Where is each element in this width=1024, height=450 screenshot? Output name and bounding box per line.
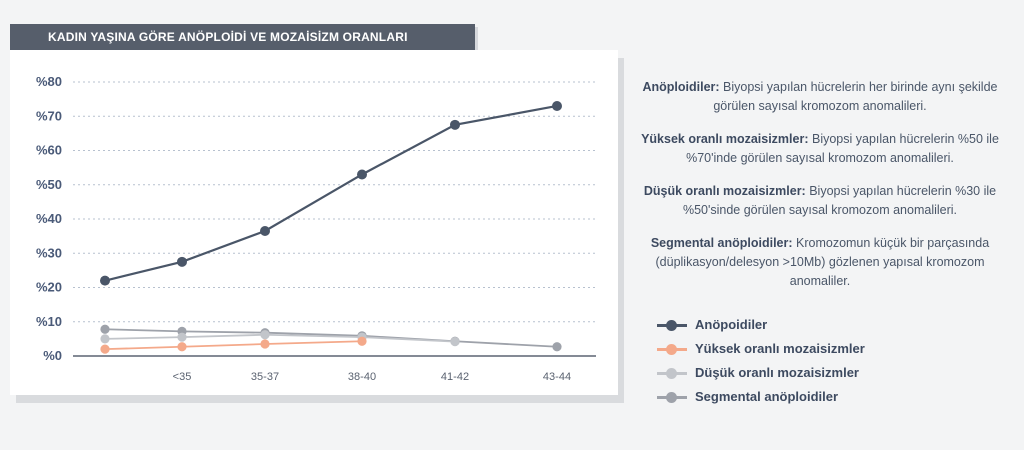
x-tick-label: 38-40 xyxy=(348,371,376,383)
data-point xyxy=(100,324,110,334)
chart-card xyxy=(10,50,618,395)
description-item: Segmental anöploidiler: Kromozomun küçük… xyxy=(626,234,1014,291)
title-bar: KADIN YAŞINA GÖRE ANÖPLOİDİ VE MOZAİSİZM… xyxy=(10,24,475,50)
series-line xyxy=(104,104,558,282)
legend-marker xyxy=(666,344,677,355)
line-chart: %0 %10 %20 %30 %40 %50 %60 %70 %80 <35 35-37 38-40 4… xyxy=(36,74,596,383)
data-point xyxy=(260,339,270,349)
description-text: Biyopsi yapılan hücrelerin her birinde a… xyxy=(713,80,998,113)
description-item: Düşük oranlı mozaisizmler: Biyopsi yapıl… xyxy=(626,182,1014,220)
legend-label: Anöpoidiler xyxy=(695,317,768,332)
data-point xyxy=(100,275,110,286)
description-item: Anöploidiler: Biyopsi yapılan hücrelerin… xyxy=(626,78,1014,116)
legend-item-dusuk-mozaisizm: Düşük oranlı mozaisizmler xyxy=(655,362,915,386)
y-tick-label: %10 xyxy=(36,314,62,329)
data-point xyxy=(100,334,110,344)
legend-marker xyxy=(666,392,677,403)
legend-item-yuksek-mozaisizm: Yüksek oranlı mozaisizmler xyxy=(655,338,915,362)
y-tick-label: %40 xyxy=(36,211,62,226)
series-line xyxy=(104,328,558,348)
description-term: Düşük oranlı mozaisizmler: xyxy=(643,184,806,198)
data-point xyxy=(450,337,460,347)
y-tick-label: %70 xyxy=(36,108,62,123)
data-point xyxy=(260,225,270,236)
legend-marker xyxy=(666,368,677,379)
description-text: Biyopsi yapılan hücrelerin %50 ile %70'i… xyxy=(686,132,999,165)
description-term: Yüksek oranlı mozaisizmler: xyxy=(641,132,809,146)
description-term: Anöploidiler: xyxy=(642,80,720,94)
data-point xyxy=(552,342,562,352)
y-tick-label: %80 xyxy=(36,74,62,89)
description-term: Segmental anöploidiler: xyxy=(650,236,793,250)
description-text: Kromozomun küçük bir parçasında (düplika… xyxy=(655,236,990,288)
x-tick-label: <35 xyxy=(173,371,192,383)
data-point xyxy=(357,169,367,180)
data-point xyxy=(177,256,187,267)
data-point xyxy=(177,342,187,352)
x-tick-label: 43-44 xyxy=(543,371,571,383)
data-point xyxy=(552,100,562,111)
x-tick-label: 35-37 xyxy=(251,371,279,383)
data-point xyxy=(357,336,367,346)
y-tick-label: %60 xyxy=(36,143,62,158)
y-tick-label: %20 xyxy=(36,280,62,295)
series-line xyxy=(104,340,363,351)
data-point xyxy=(100,344,110,354)
data-point xyxy=(177,332,187,342)
description-item: Yüksek oranlı mozaisizmler: Biyopsi yapı… xyxy=(626,130,1014,168)
description-text: Biyopsi yapılan hücrelerin %30 ile %50's… xyxy=(682,184,997,217)
legend-label: Segmental anöploidiler xyxy=(695,389,839,404)
y-tick-label: %50 xyxy=(36,177,62,192)
legend-label: Yüksek oranlı mozaisizmler xyxy=(695,341,865,356)
x-tick-label: 41-42 xyxy=(441,371,469,383)
data-point xyxy=(450,119,460,130)
y-tick-label: %30 xyxy=(36,245,62,260)
data-point xyxy=(260,330,270,340)
legend-marker xyxy=(666,320,677,331)
legend-label: Düşük oranlı mozaisizmler xyxy=(695,365,859,380)
legend-item-anoploidi: Anöpoidiler xyxy=(655,314,915,338)
y-tick-label: %0 xyxy=(43,348,62,363)
chart-legend: Anöpoidiler Yüksek oranlı mozaisizmler D… xyxy=(655,314,915,410)
chart-title: KADIN YAŞINA GÖRE ANÖPLOİDİ VE MOZAİSİZM… xyxy=(48,30,408,44)
legend-item-segmental: Segmental anöploidiler xyxy=(655,386,915,410)
descriptions: Anöploidiler: Biyopsi yapılan hücrelerin… xyxy=(626,78,1014,305)
